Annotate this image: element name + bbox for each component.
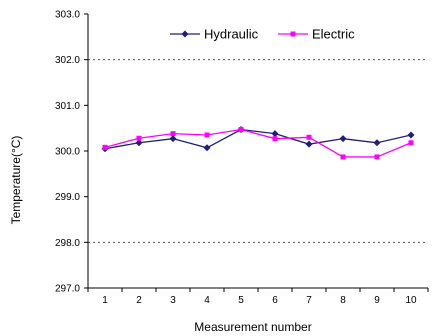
y-tick-label-4: 301.0 (55, 101, 80, 112)
y-axis-title: Temperature(°C) (9, 136, 23, 225)
series-hydraulic (101, 126, 415, 153)
data-point-hydraulic-9 (373, 139, 381, 147)
data-point-electric-5 (238, 127, 244, 133)
legend-marker-hydraulic (181, 30, 189, 38)
data-point-electric-4 (204, 132, 210, 138)
y-tick-label-1: 298.0 (55, 238, 80, 249)
data-point-electric-6 (272, 136, 278, 142)
axes (87, 14, 428, 289)
gridlines (88, 59, 428, 243)
data-point-hydraulic-10 (407, 131, 415, 139)
series-group (101, 126, 415, 160)
data-point-electric-8 (340, 154, 346, 160)
legend-label-hydraulic: Hydraulic (204, 27, 259, 42)
x-tick-label-4: 5 (238, 295, 244, 306)
data-point-electric-2 (136, 135, 142, 141)
y-tick-label-5: 302.0 (55, 55, 80, 66)
x-tick-label-8: 9 (374, 295, 380, 306)
legend-marker-electric (290, 31, 296, 37)
data-point-electric-1 (102, 144, 108, 150)
data-point-hydraulic-7 (305, 140, 313, 148)
x-tick-label-3: 4 (204, 295, 210, 306)
x-tick-label-2: 3 (170, 295, 176, 306)
y-tick-label-3: 300.0 (55, 147, 80, 158)
legend-label-electric: Electric (312, 27, 355, 42)
legend: Hydraulic Electric (170, 27, 355, 42)
x-tick-label-0: 1 (102, 295, 108, 306)
y-axis-ticks: 297.0 298.0 299.0 300.0 301.0 302.0 303.0 (55, 10, 88, 295)
x-tick-label-5: 6 (272, 295, 278, 306)
data-point-electric-3 (170, 131, 176, 137)
series-line-hydraulic (104, 128, 412, 150)
y-tick-label-0: 297.0 (55, 284, 80, 295)
x-axis-ticks: 1 2 3 4 5 6 7 8 9 10 (87, 288, 429, 306)
series-electric (102, 127, 414, 160)
data-point-electric-9 (374, 154, 380, 160)
x-tick-label-1: 2 (136, 295, 142, 306)
x-tick-label-9: 10 (405, 295, 417, 306)
data-point-hydraulic-4 (203, 144, 211, 152)
series-line-electric (104, 128, 412, 158)
data-point-electric-7 (306, 134, 312, 140)
x-tick-label-7: 8 (340, 295, 346, 306)
data-point-hydraulic-8 (339, 135, 347, 143)
x-axis-title: Measurement number (194, 320, 311, 334)
data-point-hydraulic-3 (169, 135, 177, 143)
x-tick-label-6: 7 (306, 295, 312, 306)
data-point-electric-10 (408, 140, 414, 146)
data-point-hydraulic-6 (271, 130, 279, 138)
y-tick-label-2: 299.0 (55, 192, 80, 203)
y-tick-label-6: 303.0 (55, 10, 80, 21)
data-point-hydraulic-2 (135, 139, 143, 147)
